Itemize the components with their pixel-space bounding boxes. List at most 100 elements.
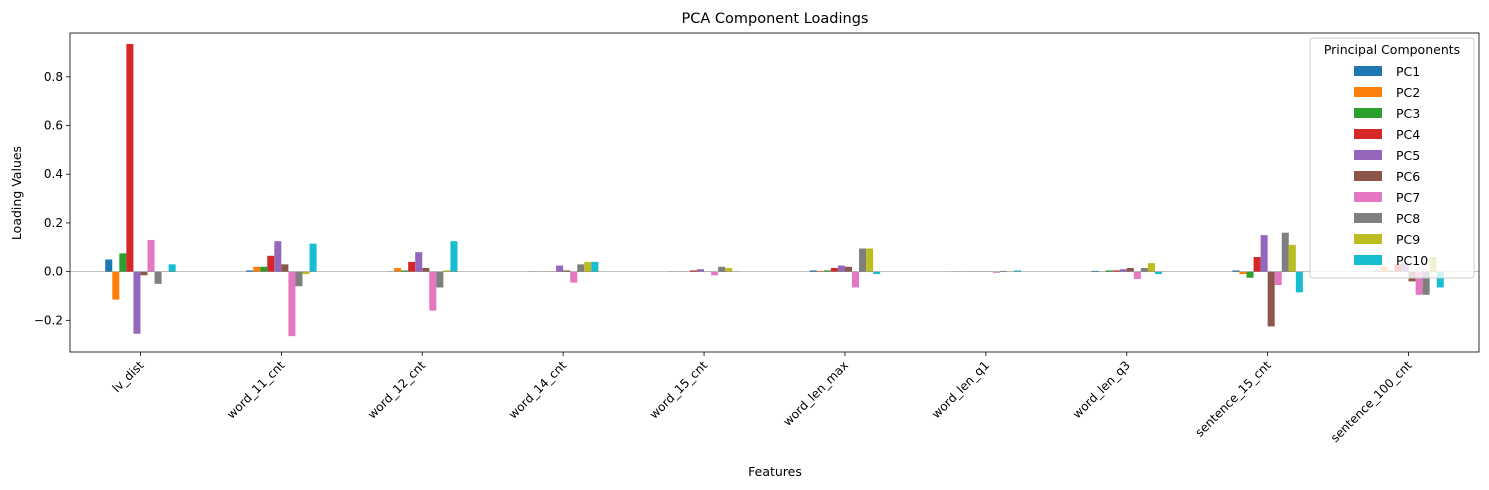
bar-pc8-word-len-q3 [1140, 267, 1148, 272]
bar-pc8-word-15-cnt [718, 266, 726, 272]
legend-label-pc7: PC7 [1396, 190, 1420, 205]
bar-pc7-word-len-max [852, 271, 860, 288]
bar-pc6-word-14-cnt [563, 270, 571, 272]
bar-pc6-lv-dist [140, 271, 148, 276]
bar-pc8-sentence-15-cnt [1281, 232, 1289, 272]
y-tick-label: 0.4 [44, 167, 63, 181]
bar-pc2-lv-dist [112, 271, 120, 300]
y-tick-label: 0.8 [44, 70, 63, 84]
bar-pc8-word-len-max [859, 248, 867, 272]
bar-pc2-word-12-cnt [394, 267, 402, 272]
legend-label-pc8: PC8 [1396, 211, 1420, 226]
bar-pc10-sentence-100-cnt [1436, 271, 1444, 288]
legend-label-pc4: PC4 [1396, 127, 1420, 142]
bar-pc3-sentence-15-cnt [1246, 271, 1254, 278]
bar-pc10-word-len-max [873, 271, 881, 275]
bar-pc9-word-15-cnt [725, 267, 733, 272]
legend-swatch-pc10 [1354, 255, 1382, 265]
y-axis: −0.2 0.0 0.2 0.4 0.6 0.8 [34, 70, 70, 327]
bar-pc8-lv-dist [154, 271, 162, 284]
bar-pc3-lv-dist [119, 253, 127, 272]
bar-pc4-word-11-cnt [267, 255, 275, 272]
bar-pc8-word-11-cnt [295, 271, 303, 287]
bar-pc3-word-len-max [823, 270, 831, 272]
legend-swatch-pc2 [1354, 87, 1382, 97]
legend-swatch-pc3 [1354, 108, 1382, 118]
legend-swatch-pc8 [1354, 213, 1382, 223]
x-tick-label: lv_dist [110, 358, 147, 395]
bar-pc5-lv-dist [133, 271, 141, 334]
bar-pc2-word-len-max [816, 270, 824, 272]
bar-pc4-word-12-cnt [408, 261, 416, 272]
bar-pc10-lv-dist [168, 264, 176, 272]
bar-pc5-word-11-cnt [274, 241, 282, 272]
bar-pc9-word-len-q3 [1147, 263, 1155, 272]
bar-pc3-word-11-cnt [260, 266, 268, 272]
bar-pc7-lv-dist [147, 239, 155, 272]
legend-swatch-pc4 [1354, 129, 1382, 139]
y-axis-label: Loading Values [9, 146, 24, 240]
x-tick-label: sentence_15_cnt [1192, 358, 1274, 440]
x-tick-label: word_15_cnt [647, 358, 711, 422]
bar-pc1-word-len-max [809, 270, 817, 272]
bar-pc10-word-len-q3 [1154, 271, 1162, 275]
legend-title: Principal Components [1324, 42, 1460, 57]
bar-pc10-sentence-15-cnt [1295, 271, 1303, 293]
bar-pc3-word-12-cnt [401, 270, 409, 272]
bar-pc1-word-11-cnt [246, 270, 254, 272]
bar-pc7-word-15-cnt [711, 271, 719, 276]
bar-pc5-sentence-15-cnt [1260, 235, 1268, 272]
bar-pc6-word-len-max [844, 266, 852, 272]
x-tick-label: word_len_q3 [1070, 358, 1133, 421]
bar-pc9-word-12-cnt [443, 270, 451, 272]
x-axis-label: Features [748, 464, 802, 479]
bar-pc6-sentence-15-cnt [1267, 271, 1275, 327]
x-tick-label: word_11_cnt [224, 358, 288, 422]
legend-label-pc3: PC3 [1396, 106, 1420, 121]
y-tick-label: 0.0 [44, 265, 63, 279]
legend-swatch-pc6 [1354, 171, 1382, 181]
bar-pc5-word-len-q3 [1119, 269, 1127, 272]
x-tick-label: word_12_cnt [365, 358, 429, 422]
y-tick-label: 0.2 [44, 216, 63, 230]
y-tick-label: −0.2 [34, 313, 63, 327]
bar-pc6-word-12-cnt [422, 267, 430, 272]
bar-pc10-word-12-cnt [450, 241, 458, 272]
bar-pc9-word-len-max [866, 248, 874, 272]
bar-pc4-sentence-15-cnt [1253, 257, 1261, 272]
bars-group [105, 43, 1444, 337]
bar-pc6-word-len-q3 [1126, 267, 1134, 272]
bar-pc6-word-11-cnt [281, 264, 289, 272]
bar-pc7-word-12-cnt [429, 271, 437, 311]
bar-pc8-sentence-100-cnt [1422, 271, 1430, 295]
x-tick-label: word_14_cnt [506, 358, 570, 422]
bar-pc4-word-len-q3 [1112, 270, 1120, 272]
bar-pc8-word-len-q1 [999, 270, 1007, 272]
bar-pc8-word-12-cnt [436, 271, 444, 288]
legend-swatch-pc5 [1354, 150, 1382, 160]
bar-pc8-word-14-cnt [577, 264, 585, 272]
legend-swatch-pc1 [1354, 66, 1382, 76]
bar-pc4-word-len-max [830, 267, 838, 272]
plot-frame [69, 32, 1480, 353]
bar-pc2-word-11-cnt [253, 266, 261, 272]
legend-label-pc6: PC6 [1396, 169, 1420, 184]
bar-pc4-word-15-cnt [689, 270, 697, 272]
x-tick-label: word_len_max [780, 358, 851, 429]
legend-label-pc1: PC1 [1396, 64, 1420, 79]
legend-label-pc10: PC10 [1396, 253, 1428, 268]
bar-pc3-word-len-q3 [1105, 270, 1113, 272]
x-tick-label: sentence_100_cnt [1328, 358, 1415, 445]
bar-pc1-word-len-q3 [1091, 270, 1099, 272]
bar-pc7-word-len-q3 [1133, 271, 1141, 279]
bar-pc10-word-11-cnt [309, 243, 317, 272]
bar-pc5-word-14-cnt [556, 265, 564, 272]
bar-pc1-lv-dist [105, 259, 113, 272]
bar-pc5-word-12-cnt [415, 252, 423, 272]
bar-pc7-word-len-q1 [992, 271, 1000, 273]
legend-items: PC1 PC2 PC3 PC4 PC5 PC6 PC7 PC8 PC9 PC10 [1354, 64, 1428, 268]
legend-swatch-pc9 [1354, 234, 1382, 244]
legend: Principal Components PC1PC2PC3PC4PC5PC6P… [1309, 37, 1475, 279]
bar-pc5-word-15-cnt [697, 269, 705, 272]
